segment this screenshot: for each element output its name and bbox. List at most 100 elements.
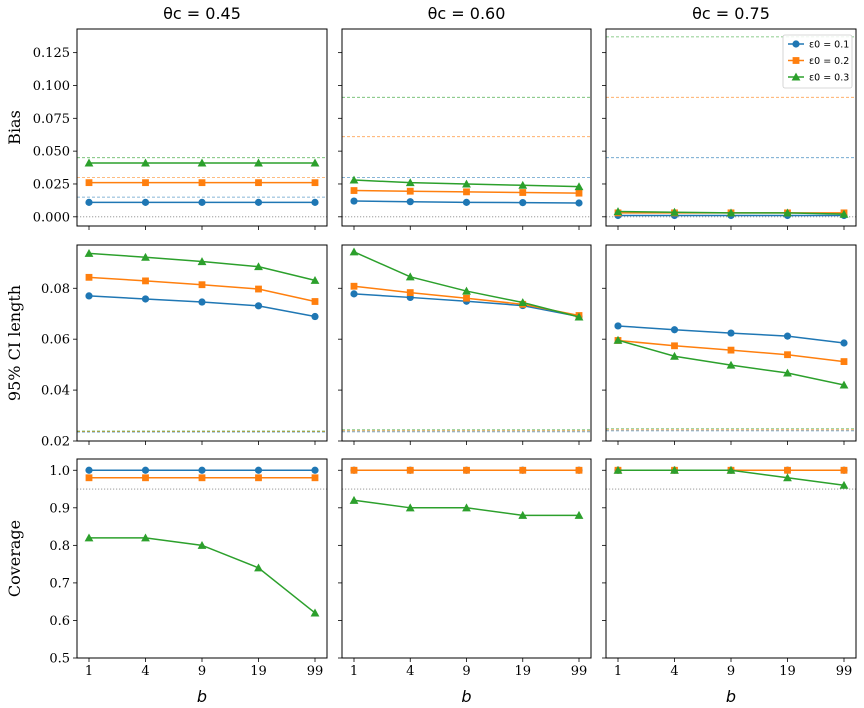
data-point-s3-5 — [310, 608, 320, 617]
x-tick-label-5: 99 — [571, 664, 588, 679]
data-point-s1-1 — [85, 198, 93, 206]
data-point-s2-3 — [463, 294, 470, 302]
y-tick-label-3: 0.06 — [41, 333, 70, 348]
data-point-s1-3 — [198, 198, 206, 206]
data-point-s2-1 — [85, 474, 93, 482]
x-tick-label-1: 1 — [350, 664, 358, 679]
legend-marker-2 — [792, 57, 800, 64]
data-point-s3-3 — [462, 503, 471, 512]
y-axis-label: Coverage — [5, 520, 24, 597]
y-tick-label-6: 0.125 — [33, 46, 70, 61]
data-point-s2-4 — [255, 285, 262, 293]
x-tick-label-1: 1 — [85, 664, 93, 679]
y-tick-label-4: 0.08 — [41, 282, 70, 297]
data-point-s3-2 — [670, 465, 679, 474]
y-tick-label-1: 0.5 — [49, 652, 70, 667]
data-point-s1-5 — [840, 339, 848, 347]
data-point-s3-1 — [349, 247, 359, 256]
data-point-s1-3 — [198, 298, 206, 306]
legend-frame — [782, 34, 853, 89]
data-point-s2-5 — [840, 466, 848, 474]
x-tick-label-3: 9 — [462, 664, 470, 679]
column-title-3: θc = 0.75 — [692, 4, 770, 23]
data-point-s1-2 — [670, 326, 679, 334]
legend-label-3: ε0 = 0.3 — [809, 73, 849, 84]
legend-marker-1 — [792, 40, 800, 48]
y-tick-label-3: 0.050 — [33, 145, 70, 160]
x-axis-label: b — [197, 687, 207, 706]
data-point-s2-2 — [406, 466, 414, 474]
panel-bias-3: θc = 0.75 — [602, 4, 857, 230]
data-point-s2-1 — [350, 187, 358, 194]
x-axis-label: b — [461, 687, 471, 706]
data-point-s2-5 — [311, 474, 319, 482]
data-point-s2-2 — [406, 289, 414, 296]
x-axis-label: b — [726, 687, 736, 706]
data-point-s3-4 — [518, 298, 528, 307]
data-point-s3-2 — [141, 533, 150, 542]
x-tick-label-4: 19 — [514, 664, 531, 679]
x-tick-label-4: 19 — [779, 664, 796, 679]
panel-bias-2: θc = 0.60 — [338, 4, 592, 230]
x-tick-label-2: 4 — [141, 664, 149, 679]
data-point-s3-2 — [405, 178, 415, 187]
data-point-s3-1 — [349, 175, 359, 184]
data-point-s3-4 — [783, 473, 792, 482]
y-tick-label-2: 0.04 — [41, 384, 70, 399]
data-point-s3-4 — [783, 368, 792, 377]
data-point-s2-3 — [727, 346, 735, 354]
data-point-s2-4 — [255, 179, 262, 187]
data-point-s2-4 — [784, 351, 791, 359]
data-point-s2-4 — [784, 466, 791, 474]
data-point-s3-2 — [405, 503, 415, 512]
data-point-s3-1 — [349, 495, 359, 504]
data-point-s3-3 — [197, 540, 207, 549]
data-point-s2-3 — [198, 179, 206, 187]
data-point-s3-3 — [726, 208, 736, 217]
data-point-s2-1 — [85, 273, 93, 281]
data-point-s3-5 — [839, 380, 849, 389]
data-point-s2-5 — [575, 466, 583, 474]
data-point-s3-3 — [726, 465, 736, 474]
data-point-s1-5 — [311, 466, 319, 474]
data-point-s3-4 — [518, 510, 528, 519]
data-point-s1-1 — [85, 466, 93, 474]
data-point-s1-5 — [311, 312, 319, 321]
data-point-s3-2 — [670, 351, 679, 360]
data-point-s3-1 — [613, 207, 623, 216]
data-point-s1-1 — [85, 292, 93, 300]
data-point-s3-2 — [405, 272, 415, 281]
data-point-s2-1 — [350, 466, 358, 474]
data-point-s1-1 — [614, 322, 622, 330]
panel-frame — [341, 244, 592, 442]
data-point-s3-4 — [254, 158, 263, 167]
data-point-s1-3 — [727, 329, 735, 337]
y-axis-label: Bias — [5, 110, 24, 145]
data-point-s3-1 — [613, 335, 623, 344]
data-point-s1-2 — [141, 295, 150, 303]
series-line-3 — [353, 251, 580, 318]
data-point-s3-4 — [254, 262, 263, 271]
panel-frame — [341, 28, 592, 227]
y-tick-label-1: 0.02 — [41, 435, 70, 450]
panel-coverage-3: 1 4 9 19 99 b — [602, 458, 857, 706]
y-tick-label-3: 0.7 — [49, 576, 70, 591]
data-point-s3-5 — [574, 182, 584, 191]
legend-marker-3 — [791, 72, 801, 81]
data-point-s1-2 — [406, 198, 414, 206]
panel-ci_length-1: 0.02 0.04 0.06 0.08 95% CI length — [5, 244, 328, 450]
data-point-s2-1 — [350, 282, 358, 290]
data-point-s3-5 — [839, 209, 849, 218]
data-point-s2-2 — [142, 179, 149, 187]
y-tick-label-2: 0.025 — [33, 177, 70, 192]
data-point-s1-5 — [311, 198, 319, 206]
y-tick-label-6: 1.0 — [49, 464, 70, 479]
panel-coverage-2: 1 4 9 19 99 b — [338, 458, 592, 706]
y-axis-label: 95% CI length — [5, 285, 24, 401]
column-title-2: θc = 0.60 — [428, 4, 506, 23]
panel-bias-1: 0.000 0.025 0.050 0.075 0.100 0.125 Bias θc = 0… — [5, 4, 328, 230]
data-point-s2-4 — [519, 466, 527, 474]
x-tick-label-5: 99 — [307, 664, 324, 679]
data-point-s3-3 — [197, 158, 207, 167]
data-point-s2-5 — [575, 189, 583, 197]
